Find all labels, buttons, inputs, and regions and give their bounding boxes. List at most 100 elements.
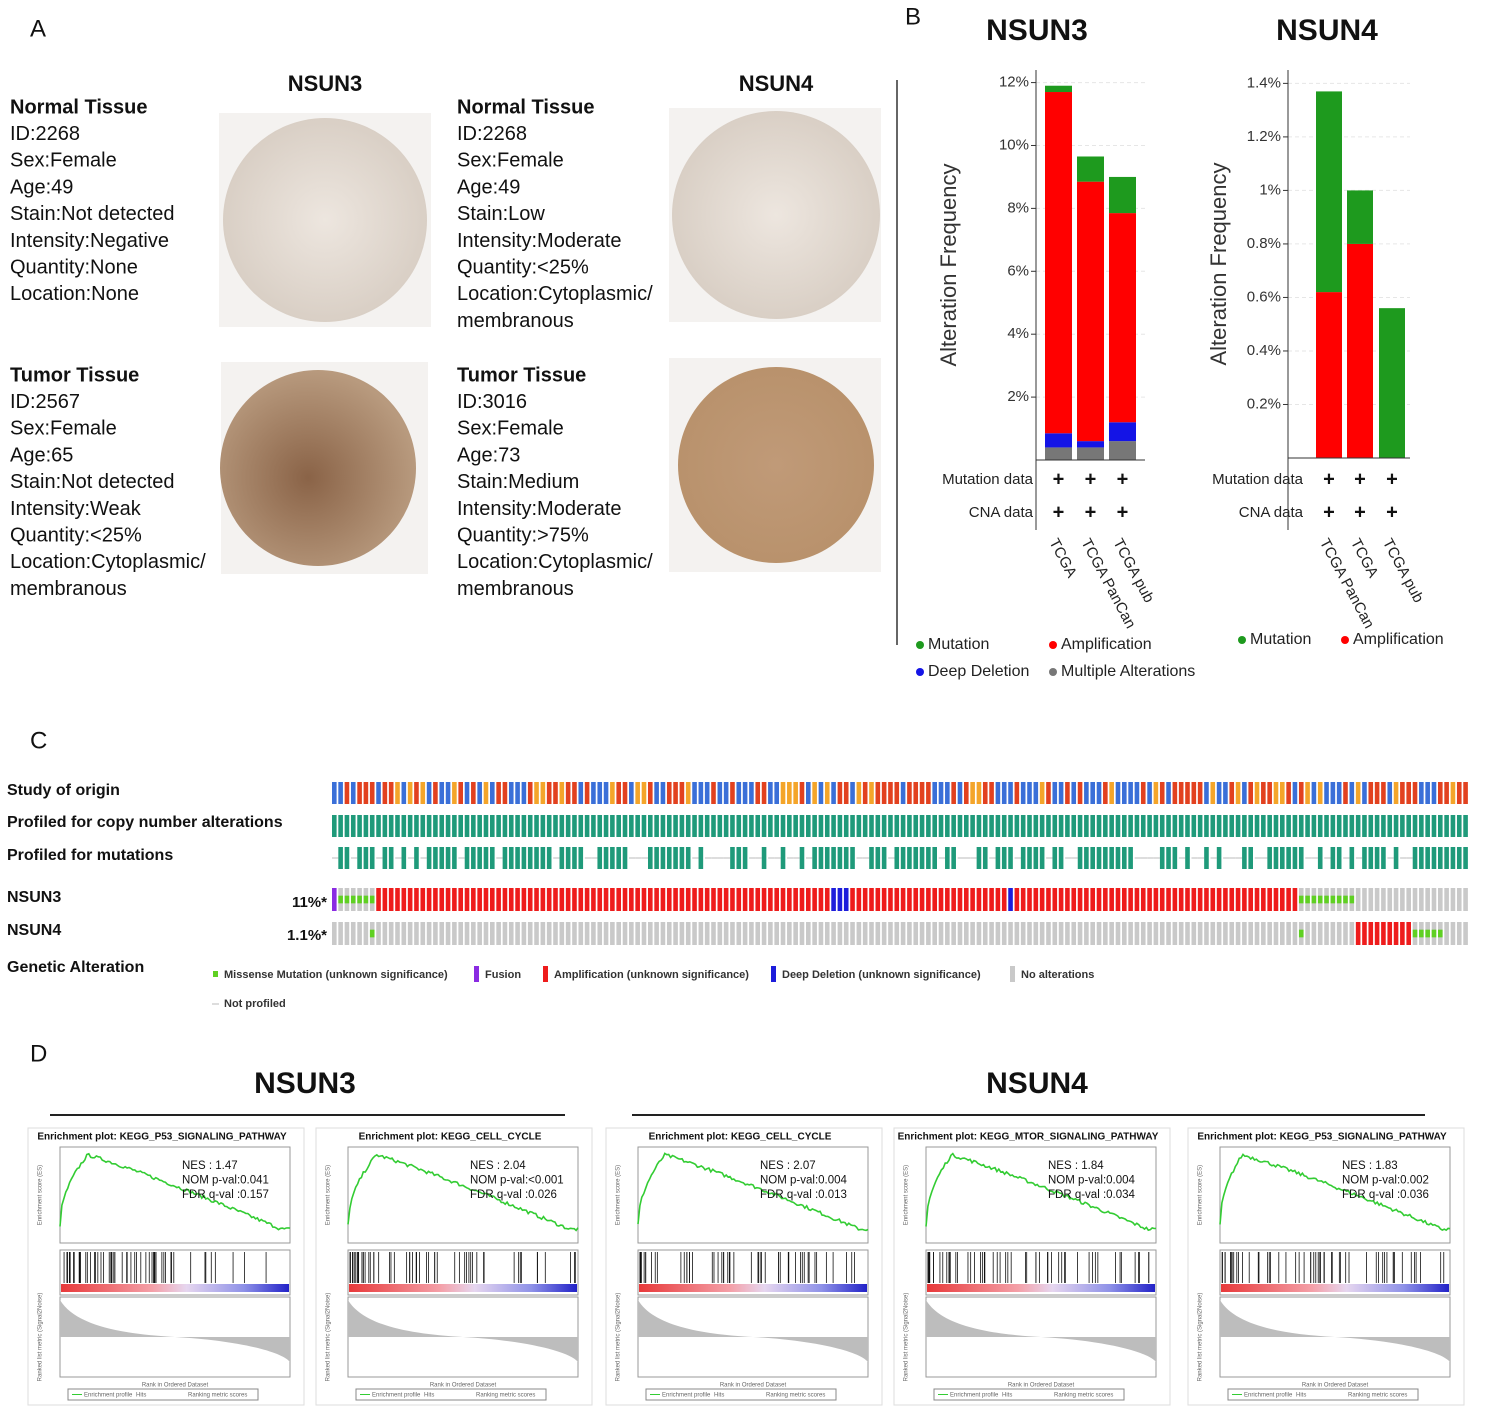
study-cell: [1159, 782, 1165, 804]
mut-cell: [344, 847, 350, 869]
study-cell: [1014, 782, 1020, 804]
alteration-cell: [521, 888, 527, 911]
cna-cell: [1273, 815, 1279, 837]
cna-cell: [755, 815, 761, 837]
x-axis-label: Rank in Ordered Dataset: [1008, 1383, 1075, 1389]
study-cell: [597, 782, 603, 804]
alteration-cell: [774, 888, 779, 911]
row-label: CNA data: [969, 504, 1034, 521]
alteration-cell: [1197, 922, 1203, 945]
cna-cell: [1210, 815, 1216, 837]
legend-box: [1227, 1388, 1419, 1401]
alteration-cell: [1292, 888, 1298, 911]
cna-cell: [666, 815, 672, 837]
alteration-cell: [875, 922, 881, 945]
tissue-core: [220, 370, 416, 566]
y-tick-label: 0.2%: [1247, 395, 1281, 412]
cna-cell: [1216, 815, 1222, 837]
alteration-cell: [395, 922, 400, 945]
alteration-cell: [1185, 922, 1190, 945]
row-marker: +: [1354, 468, 1366, 490]
study-cell: [711, 782, 716, 804]
mut-cell: [610, 847, 615, 869]
alteration-cell: [496, 888, 501, 911]
alteration-cell: [951, 888, 956, 911]
cna-cell: [1368, 815, 1374, 837]
mut-cell: [945, 847, 950, 869]
study-cell: [907, 782, 912, 804]
gene-percent: 11%*: [292, 894, 327, 911]
alteration-cell: [388, 922, 394, 945]
alteration-cell: [938, 888, 944, 911]
cna-cell: [1084, 815, 1089, 837]
cna-cell: [565, 815, 571, 837]
alteration-cell: [1134, 922, 1140, 945]
bar-segment: [1347, 243, 1373, 458]
sample-detail: Location:Cytoplasmic/: [457, 283, 653, 305]
alteration-cell: [1311, 895, 1317, 904]
alteration-cell: [1406, 922, 1411, 945]
mut-cell: [534, 847, 539, 869]
study-cell: [407, 782, 413, 804]
rank-bar: [1221, 1284, 1449, 1292]
chart-title: NSUN3: [986, 14, 1088, 47]
study-cell: [831, 782, 836, 804]
mut-cell: [875, 847, 881, 869]
y-tick-label: 4%: [1007, 325, 1029, 342]
alteration-cell: [534, 922, 539, 945]
study-cell: [989, 782, 994, 804]
mut-cell: [818, 847, 824, 869]
alteration-cell: [376, 922, 381, 945]
bar-segment: [1077, 441, 1104, 448]
alteration-cell: [1343, 922, 1348, 945]
alteration-cell: [957, 922, 963, 945]
cna-cell: [888, 815, 893, 837]
cna-cell: [673, 815, 678, 837]
study-cell: [357, 782, 362, 804]
legend-label: Amplification: [1061, 636, 1152, 653]
cna-cell: [1261, 815, 1266, 837]
study-cell: [761, 782, 767, 804]
mut-cell: [1090, 847, 1095, 869]
alteration-cell: [395, 888, 400, 911]
mut-cell: [1450, 847, 1456, 869]
mut-cell: [1077, 847, 1083, 869]
alteration-cell: [787, 922, 792, 945]
alteration-cell: [907, 888, 912, 911]
alteration-cell: [1419, 929, 1424, 938]
study-cell: [332, 782, 337, 804]
cna-cell: [1242, 815, 1247, 837]
es-curve: [1219, 1153, 1451, 1232]
cna-cell: [1140, 815, 1146, 837]
sample-detail: ID:2268: [457, 123, 527, 145]
alteration-cell: [363, 922, 369, 945]
cna-cell: [610, 815, 615, 837]
hits-axes: [59, 1249, 291, 1296]
bar-segment: [1316, 292, 1342, 458]
legend-label: Missense Mutation (unknown significance): [224, 969, 448, 981]
cna-cell: [1248, 815, 1253, 837]
alteration-cell: [1001, 888, 1007, 911]
legend-title: Genetic Alteration: [7, 959, 144, 976]
study-cell: [1128, 782, 1133, 804]
y-tick-label: 1%: [1259, 181, 1281, 198]
cna-cell: [622, 815, 628, 837]
cna-cell: [414, 815, 419, 837]
alteration-cell: [1343, 895, 1348, 904]
mut-cell: [445, 847, 451, 869]
alteration-cell: [1058, 888, 1064, 911]
alteration-cell: [1223, 888, 1228, 911]
study-cell: [477, 782, 482, 804]
alteration-cell: [666, 888, 672, 911]
cna-cell: [1096, 815, 1102, 837]
alteration-cell: [793, 922, 798, 945]
alteration-cell: [717, 888, 723, 911]
study-cell: [603, 782, 609, 804]
mut-cell: [698, 847, 704, 869]
sample-detail: Sex:Female: [457, 418, 564, 440]
cna-cell: [1450, 815, 1456, 837]
cna-cell: [945, 815, 950, 837]
alteration-cell: [546, 888, 552, 911]
metric-area: [60, 1300, 290, 1362]
cna-cell: [1008, 815, 1013, 837]
